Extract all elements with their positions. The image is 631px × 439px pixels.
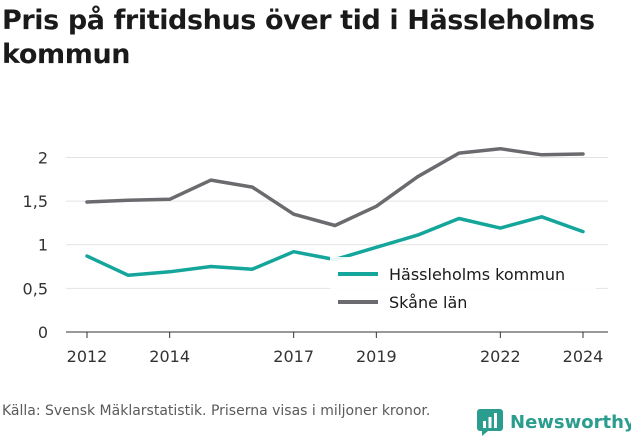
legend-label: Skåne län [389,293,467,312]
chart-title: Pris på fritidshus över tid i Hässleholm… [2,5,595,70]
y-tick-label: 0 [38,323,48,342]
x-tick-label: 2012 [67,347,108,366]
brand-name: Newsworthy [510,411,631,433]
y-tick-label: 2 [38,148,48,167]
legend: Hässleholms kommun Skåne län [330,257,596,321]
y-tick-label: 0,5 [23,279,48,298]
source-note: Källa: Svensk Mäklarstatistik. Priserna … [2,403,431,419]
series-lines [85,146,585,278]
legend-background [330,257,596,321]
x-tick-label: 2017 [273,347,314,366]
line-chart: 2012 2014 2017 2019 2022 2024 0 0,5 1 1,5 2 Hässl… [23,146,608,366]
y-tick-label: 1 [38,236,48,255]
x-axis: 2012 2014 2017 2019 2022 2024 [66,331,608,366]
y-axis: 0 0,5 1 1,5 2 [23,148,48,342]
x-tick-label: 2014 [149,347,190,366]
brand[interactable]: Newsworthy [476,408,631,436]
x-tick-label: 2022 [480,347,521,366]
newsworthy-logo-icon [477,409,503,436]
x-tick-label: 2019 [356,347,397,366]
x-tick-label: 2024 [563,347,604,366]
legend-label: Hässleholms kommun [389,265,565,284]
y-tick-label: 1,5 [23,192,48,211]
series-line [85,146,585,228]
